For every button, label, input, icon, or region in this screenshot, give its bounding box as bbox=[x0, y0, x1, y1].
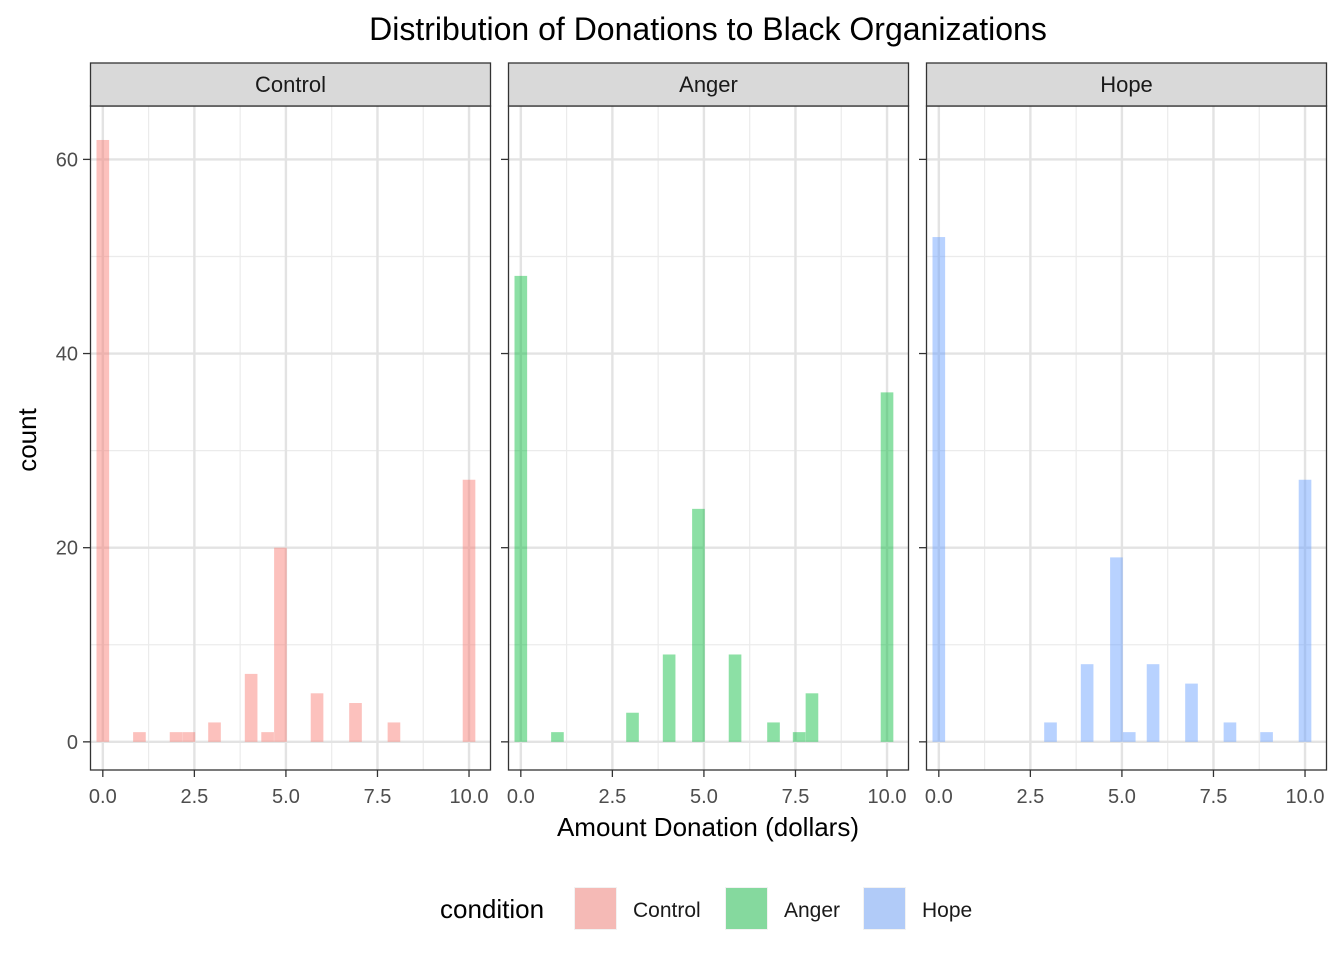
legend-key-swatch bbox=[726, 888, 767, 929]
histogram-bar bbox=[880, 392, 894, 742]
legend-key-swatch bbox=[575, 888, 616, 929]
x-tick-label: 7.5 bbox=[782, 786, 810, 808]
histogram-bar bbox=[244, 673, 258, 742]
histogram-bar bbox=[133, 732, 146, 742]
histogram-bar bbox=[1298, 479, 1312, 742]
histogram-bar bbox=[310, 693, 324, 742]
histogram-bar bbox=[208, 722, 221, 742]
histogram-bar bbox=[932, 237, 946, 742]
histogram-bar bbox=[1122, 732, 1136, 742]
histogram-bar bbox=[626, 712, 639, 742]
panel-background bbox=[926, 106, 1327, 770]
legend-label: Control bbox=[633, 899, 701, 922]
histogram-bar bbox=[514, 275, 528, 742]
x-tick-label: 0.0 bbox=[89, 786, 117, 808]
x-tick-label: 2.5 bbox=[598, 786, 626, 808]
legend-item-hope: Hope bbox=[863, 887, 972, 930]
panel-background bbox=[508, 106, 909, 770]
facet-strip bbox=[925, 62, 1328, 107]
legend-item-control: Control bbox=[574, 887, 701, 930]
legend: condition Control Anger Hope bbox=[440, 887, 972, 930]
x-tick-label: 2.5 bbox=[180, 786, 208, 808]
legend-item-anger: Anger bbox=[725, 887, 840, 930]
histogram-bar bbox=[792, 732, 806, 742]
y-tick-label: 40 bbox=[56, 344, 78, 366]
facet-panel-anger: Anger 0.0 2.5 5.0 7.5 10.0 bbox=[501, 62, 910, 808]
x-tick-label: 5.0 bbox=[1108, 786, 1136, 808]
x-tick-label: 2.5 bbox=[1016, 786, 1044, 808]
legend-key-swatch bbox=[864, 888, 905, 929]
histogram-bar bbox=[261, 732, 274, 742]
x-tick-label: 7.5 bbox=[1200, 786, 1228, 808]
chart-title: Distribution of Donations to Black Organ… bbox=[369, 11, 1047, 47]
x-tick-label: 5.0 bbox=[272, 786, 300, 808]
histogram-bar bbox=[349, 703, 362, 742]
histogram-bar bbox=[805, 693, 819, 742]
x-tick-label: 10.0 bbox=[1286, 786, 1325, 808]
histogram-bar bbox=[182, 732, 196, 742]
x-tick-label: 10.0 bbox=[450, 786, 489, 808]
facet-strip-label: Anger bbox=[679, 72, 738, 97]
histogram-bar bbox=[387, 722, 401, 742]
histogram-bar bbox=[662, 654, 676, 742]
facet-strip-label: Control bbox=[255, 72, 326, 97]
x-tick-label: 0.0 bbox=[507, 786, 535, 808]
y-tick-label: 0 bbox=[67, 732, 78, 754]
y-axis-title: count bbox=[12, 407, 42, 471]
histogram-bar bbox=[728, 654, 742, 742]
x-tick-label: 7.5 bbox=[364, 786, 392, 808]
legend-key-background bbox=[725, 887, 768, 930]
panel-background bbox=[90, 106, 491, 770]
legend-label: Hope bbox=[922, 899, 972, 922]
histogram-bar bbox=[1044, 722, 1057, 742]
histogram-bar bbox=[1080, 664, 1094, 742]
histogram-bar bbox=[1146, 664, 1160, 742]
histogram-bar bbox=[692, 508, 705, 742]
histogram-bar bbox=[169, 732, 183, 742]
histogram-bar bbox=[1223, 722, 1237, 742]
legend-key-background bbox=[574, 887, 617, 930]
y-tick-label: 20 bbox=[56, 538, 78, 560]
x-tick-label: 10.0 bbox=[868, 786, 907, 808]
legend-label: Anger bbox=[784, 899, 840, 922]
facet-strip bbox=[89, 62, 492, 107]
histogram-bar bbox=[274, 547, 287, 742]
legend-title: condition bbox=[440, 894, 544, 924]
facet-panels: Control 0.0 2.5 5.0 7.5 10.0 0 20 40 60 Anger 0.0 2.… bbox=[56, 62, 1328, 808]
x-tick-label: 0.0 bbox=[925, 786, 953, 808]
x-tick-label: 5.0 bbox=[690, 786, 718, 808]
histogram-bar bbox=[551, 732, 564, 742]
y-tick-label: 60 bbox=[56, 149, 78, 171]
facet-strip bbox=[507, 62, 910, 107]
histogram-bar bbox=[96, 139, 110, 742]
histogram-bar bbox=[1185, 683, 1198, 742]
facet-panel-hope: Hope 0.0 2.5 5.0 7.5 10.0 bbox=[919, 62, 1328, 808]
histogram-bar bbox=[1110, 557, 1123, 742]
histogram-bar bbox=[462, 479, 476, 742]
facet-strip-label: Hope bbox=[1100, 72, 1153, 97]
facet-panel-control: Control 0.0 2.5 5.0 7.5 10.0 0 20 40 60 bbox=[56, 62, 492, 808]
x-axis-title: Amount Donation (dollars) bbox=[557, 812, 859, 842]
legend-key-background bbox=[863, 887, 906, 930]
histogram-bar bbox=[767, 722, 780, 742]
histogram-bar bbox=[1260, 732, 1273, 742]
